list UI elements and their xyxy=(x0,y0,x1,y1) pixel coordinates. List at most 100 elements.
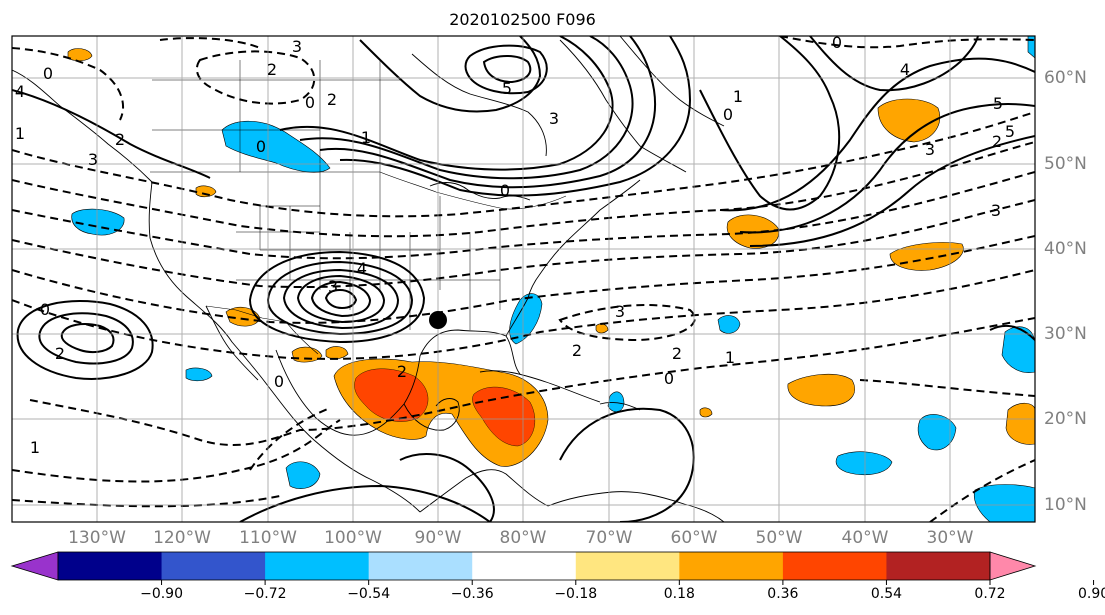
contour-pos-gulf-low-ring4 xyxy=(296,274,386,324)
contour-label: 2 xyxy=(992,132,1002,151)
colorbar-tick-label: −0.36 xyxy=(450,586,494,602)
contour-pos-ridge-3 xyxy=(319,36,656,189)
lat-tick-label: 50°N xyxy=(1044,154,1087,174)
gridlines xyxy=(12,36,1035,522)
lon-tick-label: 100°W xyxy=(324,528,382,548)
contour-label: 0 xyxy=(274,372,284,391)
pos-anomaly-tropical-atlantic xyxy=(787,373,855,407)
contour-pos-gulf-low-ring5 xyxy=(310,280,372,318)
colorbar-tick-label: −0.18 xyxy=(554,586,598,602)
lon-tick-label: 130°W xyxy=(68,528,126,548)
neg-anomaly-pacific-small xyxy=(185,367,213,382)
pos-anomaly-rockies xyxy=(195,185,217,198)
province-borders xyxy=(152,60,400,172)
figure-title: 2020102500 F096 xyxy=(449,10,596,29)
contour-neg-8 xyxy=(12,419,341,483)
coastline-us-west xyxy=(148,181,421,513)
colorbar-segment xyxy=(782,552,887,580)
colorbar-extend-low xyxy=(10,551,59,581)
pos-anomaly-alaska xyxy=(67,48,93,62)
contour-neg-17 xyxy=(249,407,331,471)
contour-pos-atlantic-2 xyxy=(739,103,1035,234)
contour-neg-6 xyxy=(12,269,1035,360)
coastline-florida xyxy=(505,179,641,337)
contour-pos-central-am xyxy=(399,453,495,522)
pos-anomaly-central-atlantic xyxy=(889,242,964,271)
colorbar-outline xyxy=(57,551,991,581)
colorbar-extend-high xyxy=(989,551,1037,581)
coastline-central-america xyxy=(419,469,549,513)
coastline-greenland xyxy=(619,36,725,127)
contour-label: 2 xyxy=(672,344,682,363)
contour-pos-far-east xyxy=(989,324,1035,341)
colorbar-segment xyxy=(161,552,266,580)
contour-pos-ridge-1 xyxy=(279,36,614,171)
contour-label: 0 xyxy=(305,93,315,112)
contour-label: 2 xyxy=(572,341,582,360)
contour-label: 3 xyxy=(549,109,559,128)
lon-tick-label: 40°W xyxy=(841,528,889,548)
neg-anomaly-mexico xyxy=(285,461,321,489)
colorbar-segment xyxy=(886,552,991,580)
contour-label: 0 xyxy=(500,181,510,200)
contour-label: 3 xyxy=(991,201,1001,220)
contour-label: 0 xyxy=(832,33,842,52)
pos-anomaly-north-atlantic xyxy=(877,98,940,143)
contour-label: 1 xyxy=(30,438,40,457)
lon-tick-label: 60°W xyxy=(670,528,718,548)
contour-label: 0 xyxy=(256,137,266,156)
lon-tick-label: 80°W xyxy=(499,528,547,548)
contour-neg-13 xyxy=(12,47,125,121)
lat-tick-label: 20°N xyxy=(1044,409,1087,429)
neg-anomaly-atlantic-a xyxy=(717,315,741,334)
pos-anomaly-small-b xyxy=(699,407,713,418)
contour-pos-lowlat xyxy=(239,484,491,522)
contour-pos-gulf-low-ring3 xyxy=(282,268,400,330)
contour-neg-9 xyxy=(12,495,281,508)
neg-anomaly-atlantic-e xyxy=(973,484,1035,522)
pos-anomaly-east xyxy=(1005,402,1035,445)
neg-anomaly-ne-corner xyxy=(1027,36,1035,59)
coastline-alaska-bc xyxy=(12,69,153,183)
contour-label: 5 xyxy=(502,79,512,98)
contour-label: 2 xyxy=(267,60,277,79)
pos-anomaly-mex-pacific xyxy=(291,346,323,363)
colorbar-segment xyxy=(368,552,473,580)
lon-tick-label: 30°W xyxy=(926,528,974,548)
contour-neg-7 xyxy=(29,317,1035,446)
contour-label: 1 xyxy=(15,124,25,143)
contour-pos-pacific-low3 xyxy=(60,323,115,354)
contour-label: 2 xyxy=(327,90,337,109)
contour-neg-12 xyxy=(159,37,261,49)
coastline-south-america xyxy=(547,491,725,522)
contour-pos-gulf-low-ring2 xyxy=(266,260,414,336)
colorbar-tick-label: 0.36 xyxy=(767,586,799,602)
lat-tick-label: 40°N xyxy=(1044,239,1087,259)
contour-pos-ridge-2 xyxy=(299,36,634,180)
colorbar-segment xyxy=(58,552,163,580)
colorbar-segment xyxy=(472,552,577,580)
neg-anomaly-atlantic-d xyxy=(917,414,957,451)
colorbar-tick-label: 0.72 xyxy=(974,586,1006,602)
contour-label: 3 xyxy=(88,150,98,169)
lon-tick-label: 70°W xyxy=(585,528,633,548)
contour-neg-10 xyxy=(558,304,696,342)
contour-label: 0 xyxy=(40,300,50,319)
contour-label: 1 xyxy=(361,128,371,147)
pos-anomaly-gulf-core-west xyxy=(354,368,429,422)
storm-center-marker xyxy=(429,311,447,329)
coastline-hudson-bay xyxy=(411,53,547,157)
colorbar-segment xyxy=(679,552,784,580)
contour-pos-atlantic-4 xyxy=(699,36,841,211)
neg-anomaly-atlantic-c xyxy=(835,451,893,475)
contour-label: 4 xyxy=(900,60,910,79)
contour-label: 0 xyxy=(723,105,733,124)
contour-label: 0 xyxy=(43,64,53,83)
contour-pos-atlantic-5 xyxy=(809,36,979,92)
coastline-labrador xyxy=(559,39,687,173)
colorbar-segment xyxy=(575,552,680,580)
lat-tick-label: 30°N xyxy=(1044,324,1087,344)
contour-label: 1 xyxy=(725,348,735,367)
